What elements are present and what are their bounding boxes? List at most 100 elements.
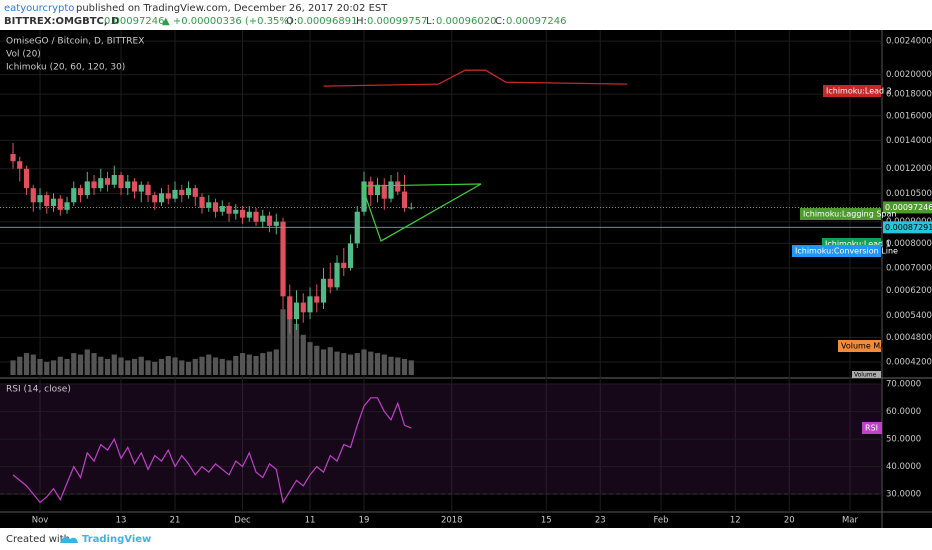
x-tick-label: 20: [784, 516, 795, 526]
x-tick-label: Dec: [234, 516, 251, 526]
x-tick-label: 12: [730, 516, 741, 526]
volume-bar: [354, 353, 360, 375]
candle-body: [152, 195, 158, 203]
candle-body: [98, 178, 104, 189]
candle-body: [104, 178, 111, 185]
volume-bar: [408, 360, 414, 375]
published: published on TradingView.com, December 2…: [76, 3, 388, 14]
candle-body: [246, 211, 252, 218]
badge-bg: [838, 340, 881, 352]
candle-body: [192, 188, 198, 197]
x-tick-label: 11: [305, 516, 316, 526]
volume-bar: [395, 357, 401, 375]
candle-body: [300, 302, 306, 313]
volume-bar: [334, 351, 340, 375]
volume-bar: [57, 356, 63, 375]
ohlc-value: 0.00097246: [506, 16, 566, 27]
volume-bar: [158, 358, 165, 375]
author[interactable]: eatyourcrypto: [4, 3, 74, 14]
y-tick-label: 40.0000: [886, 462, 921, 472]
volume-bar: [37, 358, 43, 375]
badge: Volume MA: [841, 342, 886, 351]
candle-body: [17, 161, 23, 169]
volume-bar: [44, 361, 50, 375]
volume-bar: [374, 353, 381, 375]
price-badge-bg: [883, 221, 932, 234]
ohlc-value: 0.00096891: [297, 16, 357, 27]
footer-brand[interactable]: TradingView: [82, 534, 151, 545]
volume-bar: [327, 347, 333, 375]
candle-body: [388, 181, 394, 199]
candle-body: [125, 181, 131, 189]
badge: Volume: [854, 372, 877, 379]
candle-body: [233, 209, 239, 214]
ohlc-key: O:: [286, 16, 297, 27]
volume-bar: [361, 349, 367, 375]
ohlc-key: C:: [495, 16, 505, 27]
volume-bar: [219, 358, 225, 375]
x-tick-label: 19: [359, 516, 370, 526]
chart-bg: [0, 30, 932, 528]
candle-body: [368, 181, 374, 196]
change: ▲ +0.00000336 (+0.35%): [162, 16, 293, 27]
volume-bar: [71, 353, 77, 375]
candle-body: [253, 211, 259, 222]
candle-body: [260, 215, 266, 222]
candle-body: [131, 181, 138, 192]
candle-body: [293, 302, 300, 320]
badge-bg: [862, 422, 882, 434]
candle-body: [307, 296, 313, 313]
candle-body: [37, 195, 43, 203]
price-badge: 0.00087291: [885, 223, 932, 232]
candle-body: [273, 221, 279, 226]
volume-bar: [118, 357, 124, 375]
candle-body: [280, 221, 286, 297]
y-tick-label: 60.0000: [886, 407, 921, 417]
rsi-line: [12, 397, 412, 504]
badge-bg: [800, 208, 881, 220]
badge: Ichimoku:Lead 2: [826, 87, 892, 96]
x-tick-label: 21: [170, 516, 181, 526]
candle-body: [185, 188, 192, 196]
candle-body: [226, 206, 232, 214]
volume-bar: [287, 301, 293, 375]
x-tick-label: Mar: [842, 516, 859, 526]
y-tick-label: 70.0000: [886, 380, 921, 390]
legend: OmiseGO / Bitcoin, D, BITTREX: [6, 37, 144, 47]
candle-body: [84, 181, 90, 196]
price-badge: 0.00097246: [885, 203, 932, 212]
x-tick-label: 15: [541, 516, 552, 526]
candle-body: [212, 202, 219, 212]
x-tick-label: Nov: [32, 516, 49, 526]
volume-bar: [10, 360, 16, 375]
candle-body: [395, 181, 401, 192]
badges: Ichimoku:Lead 2 Ichimoku:Lagging Span Ic…: [792, 85, 898, 434]
triangle-drawing: [361, 183, 482, 242]
candle-body: [347, 243, 354, 268]
price-badge-bg: [883, 201, 932, 214]
volume-bar: [341, 353, 347, 375]
candle-body: [158, 193, 165, 203]
x-tick-label: 2018: [441, 516, 463, 526]
x-tick-label: 13: [116, 516, 127, 526]
volume-bar: [165, 356, 171, 375]
y-tick-label: 50.0000: [886, 435, 921, 445]
candle-body: [314, 296, 320, 303]
badge-bg: [823, 85, 881, 97]
candle-body: [219, 206, 225, 212]
volume-bar: [401, 358, 408, 375]
volume-bar: [253, 356, 259, 375]
volume-bar: [233, 356, 239, 375]
ohlc-value: 0.00099757: [367, 16, 427, 27]
candle-body: [266, 215, 273, 226]
volume-bar: [206, 354, 212, 375]
legend: Ichimoku (20, 60, 120, 30): [6, 63, 125, 73]
symbol: BITTREX:OMGBTC, D: [4, 16, 119, 27]
candle-body: [199, 196, 205, 208]
x-tick-label: 23: [595, 516, 606, 526]
